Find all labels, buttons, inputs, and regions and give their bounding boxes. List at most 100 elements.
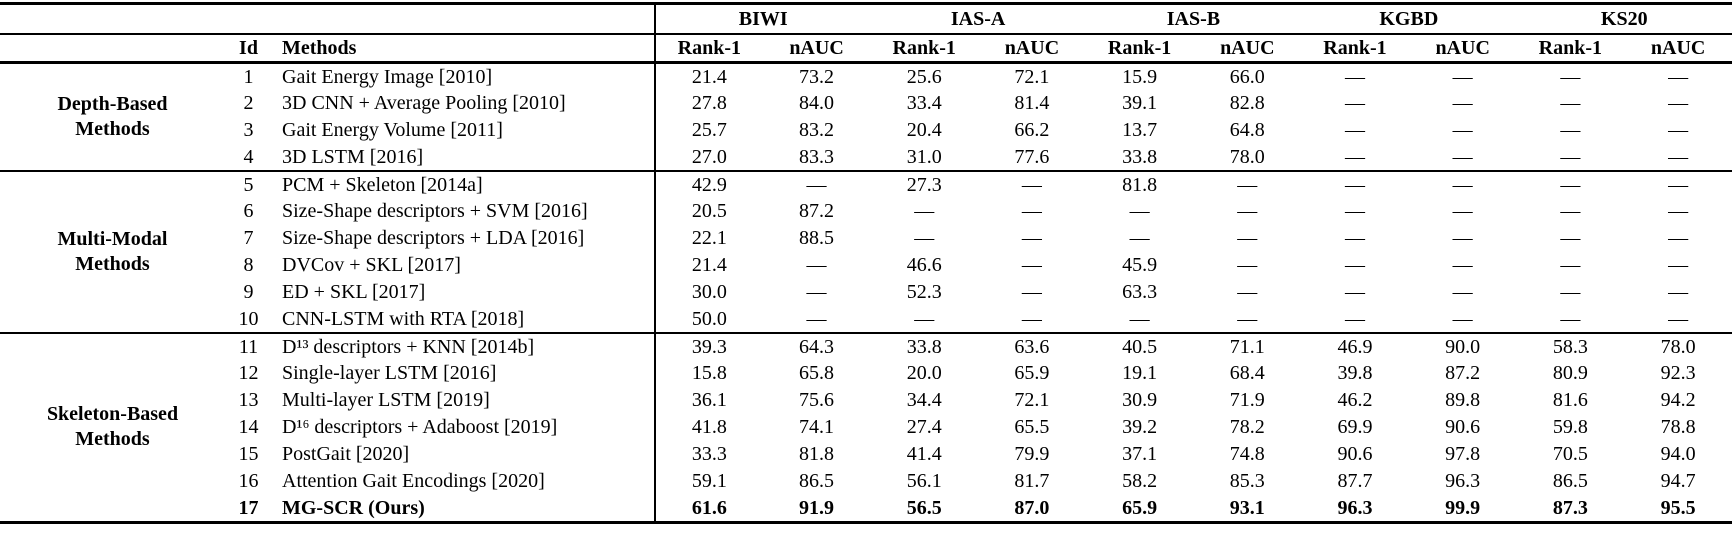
value-cell: —	[1344, 173, 1365, 196]
value-cell: 45.9	[1122, 254, 1158, 276]
dataset-header-biwi: BIWI	[654, 3, 871, 34]
value-cell: 87.2	[799, 200, 835, 222]
value-cell: —	[1021, 200, 1042, 222]
value-cell: 27.4	[906, 416, 942, 438]
value-cell: —	[1452, 145, 1473, 168]
group-label-line: Skeleton-Based	[46, 403, 179, 425]
value-cell: —	[1560, 200, 1581, 222]
value-cell: —	[914, 227, 935, 249]
value-cell: —	[1452, 173, 1473, 196]
value-cell: —	[806, 254, 827, 276]
value-cell: 69.9	[1337, 416, 1373, 438]
value-cell: —	[1237, 281, 1258, 303]
value-cell: 71.1	[1229, 335, 1265, 358]
value-cell: 39.3	[654, 332, 763, 360]
method-row-11: Skeleton-Based Methods 11 D¹³ descriptors +…	[0, 332, 1732, 450]
value-cell: 27.0	[654, 143, 763, 171]
value-cell: 25.7	[654, 116, 763, 144]
value-cell: —	[1668, 65, 1689, 88]
value-cell: 70.5	[1552, 443, 1588, 465]
dataset-header-ias-b: IAS-B	[1166, 7, 1221, 30]
value-cell: 87.3	[1552, 496, 1588, 519]
value-cell: —	[1129, 200, 1150, 222]
value-cell: —	[1344, 145, 1365, 168]
value-cell: 90.6	[1337, 443, 1373, 465]
value-cell: —	[1021, 173, 1042, 196]
method-name: PostGait [2020]	[282, 443, 410, 465]
value-cell: 97.8	[1445, 443, 1481, 465]
dataset-header-row: BIWI IAS-A IAS-B KGBD KS20	[0, 3, 1732, 34]
value-cell: —	[914, 307, 935, 330]
value-cell: 84.0	[799, 92, 835, 114]
value-cell: —	[1668, 227, 1689, 249]
value-cell: —	[1668, 254, 1689, 276]
value-cell: —	[1560, 281, 1581, 303]
dataset-header-ks20: KS20	[1600, 7, 1648, 30]
method-id: 12	[238, 362, 259, 384]
metric-header-rank1: Rank-1	[1323, 36, 1387, 59]
value-cell: 99.9	[1445, 496, 1481, 519]
value-cell: 72.1	[1014, 389, 1050, 411]
value-cell: 73.2	[799, 65, 835, 88]
value-cell: —	[1452, 200, 1473, 222]
value-cell: —	[1021, 281, 1042, 303]
value-cell: 88.5	[799, 227, 835, 249]
value-cell: 71.9	[1229, 389, 1265, 411]
value-cell: 65.9	[1122, 496, 1158, 519]
value-cell: 22.1	[654, 224, 763, 252]
group-label: Multi-Modal Methods	[0, 171, 225, 333]
value-cell: 27.8	[654, 89, 763, 117]
value-cell: 72.1	[1014, 65, 1050, 88]
header-blank-corner	[0, 4, 655, 34]
method-id: 15	[238, 443, 259, 465]
method-row-12: 12 Single-layer LSTM [2016] 15.8 65.8 20.0 65…	[0, 359, 1732, 387]
methods-column-header: Methods	[282, 36, 357, 59]
group-label-line: Depth-Based	[57, 92, 168, 115]
value-cell: 87.7	[1337, 470, 1373, 492]
method-row-5: Multi-Modal Methods 5 PCM + Skeleton [2014a…	[0, 170, 1732, 275]
value-cell: —	[1668, 92, 1689, 114]
method-name: PCM + Skeleton [2014a]	[282, 173, 483, 196]
value-cell: —	[1560, 92, 1581, 114]
method-id: 16	[238, 470, 259, 492]
value-cell: 46.2	[1337, 389, 1373, 411]
value-cell: —	[1344, 92, 1365, 114]
table-header: BIWI IAS-A IAS-B KGBD KS20 Id Methods Ra…	[0, 3, 1732, 62]
value-cell: 86.5	[1552, 470, 1588, 492]
value-cell: —	[1129, 227, 1150, 249]
value-cell: —	[1668, 173, 1689, 196]
value-cell: 64.3	[799, 335, 835, 358]
method-id: 2	[243, 92, 254, 114]
method-row-13: 13 Multi-layer LSTM [2019] 36.1 75.6 34.4 72.…	[0, 386, 1732, 414]
value-cell: 79.9	[1014, 443, 1050, 465]
value-cell: 15.8	[654, 359, 763, 387]
value-cell: 15.9	[1122, 65, 1158, 88]
value-cell: 81.8	[799, 443, 835, 465]
metric-header-nauc: nAUC	[1220, 36, 1275, 59]
value-cell: 59.8	[1552, 416, 1588, 438]
metric-header-rank1: Rank-1	[654, 33, 763, 62]
value-cell: 85.3	[1229, 470, 1265, 492]
value-cell: 87.2	[1445, 362, 1481, 384]
method-id: 14	[238, 416, 259, 438]
value-cell: —	[1344, 200, 1365, 222]
method-name: Gait Energy Volume [2011]	[282, 119, 503, 141]
group-skeleton-based-methods: Skeleton-Based Methods 11 D¹³ descriptors +…	[0, 332, 1732, 522]
value-cell: 96.3	[1337, 496, 1373, 519]
value-cell: 46.6	[906, 254, 942, 276]
value-cell: 83.3	[799, 145, 835, 168]
value-cell: 39.2	[1122, 416, 1158, 438]
metric-header-rank1: Rank-1	[1107, 36, 1172, 59]
value-cell: 65.9	[1014, 362, 1050, 384]
value-cell: —	[1560, 65, 1581, 88]
value-cell: —	[806, 281, 827, 303]
value-cell: 86.5	[799, 470, 835, 492]
value-cell: —	[1668, 145, 1689, 168]
value-cell: 93.1	[1229, 496, 1265, 519]
metric-header-nauc: nAUC	[1435, 36, 1490, 59]
method-name: Gait Energy Image [2010]	[282, 65, 493, 88]
value-cell: 41.4	[906, 443, 942, 465]
value-cell: 58.3	[1552, 335, 1588, 358]
value-cell: —	[1452, 119, 1473, 141]
method-row-6: 6 Size-Shape descriptors + SVM [2016] 20.5…	[0, 197, 1732, 225]
